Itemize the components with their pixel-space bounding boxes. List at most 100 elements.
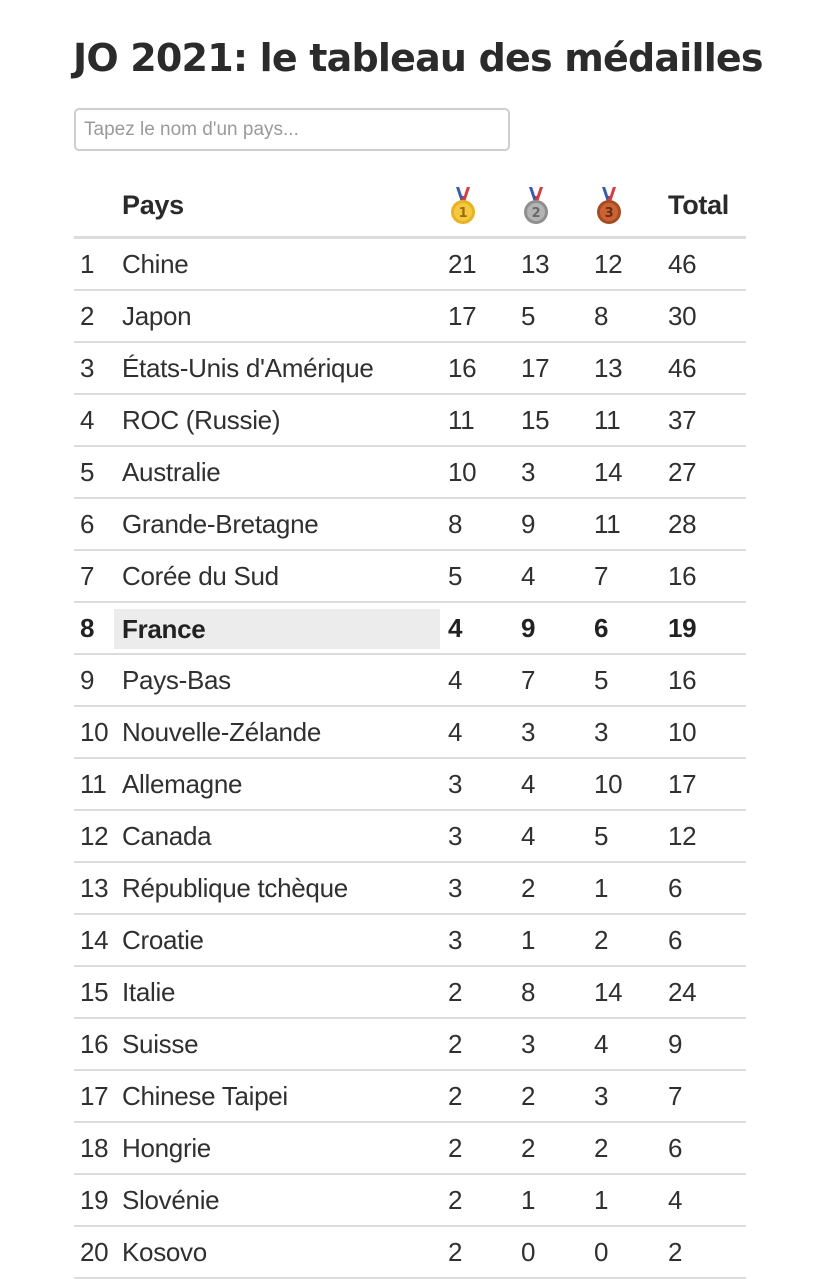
- country-cell: Corée du Sud: [122, 560, 279, 591]
- gold-count-cell: 4: [448, 612, 463, 643]
- country-cell: ROC (Russie): [122, 404, 281, 435]
- rank-cell: 19: [80, 1184, 109, 1215]
- silver-count-cell: 1: [521, 1184, 536, 1215]
- country-cell: République tchèque: [122, 872, 348, 903]
- rank-cell: 1: [80, 248, 95, 279]
- silver-count-cell: 2: [521, 1132, 536, 1163]
- bronze-count-cell: 11: [594, 508, 621, 539]
- gold-count-cell: 5: [448, 560, 463, 591]
- total-count-cell: 30: [668, 300, 697, 331]
- country-cell: Slovénie: [122, 1184, 220, 1215]
- bronze-count-cell: 3: [594, 1080, 609, 1111]
- rank-cell: 8: [80, 612, 95, 643]
- table-row[interactable]: 11 Allemagne 3 4 10 17: [74, 759, 746, 811]
- bronze-count-cell: 10: [594, 768, 623, 799]
- bronze-count-cell: 2: [594, 924, 609, 955]
- table-row[interactable]: 19 Slovénie 2 1 1 4: [74, 1175, 746, 1227]
- silver-count-cell: 13: [521, 248, 550, 279]
- table-row[interactable]: 13 République tchèque 3 2 1 6: [74, 863, 746, 915]
- table-row[interactable]: 1 Chine 21 13 12 46: [74, 239, 746, 291]
- table-row[interactable]: 15 Italie 2 8 14 24: [74, 967, 746, 1019]
- rank-cell: 14: [80, 924, 109, 955]
- bronze-count-cell: 13: [594, 352, 623, 383]
- total-count-cell: 4: [668, 1184, 683, 1215]
- table-row[interactable]: 17 Chinese Taipei 2 2 3 7: [74, 1071, 746, 1123]
- country-cell: Australie: [122, 456, 221, 487]
- country-cell: Suisse: [122, 1028, 199, 1059]
- total-count-cell: 27: [668, 456, 697, 487]
- gold-medal-icon[interactable]: 1: [448, 175, 508, 236]
- table-row[interactable]: 3 États-Unis d'Amérique 16 17 13 46: [74, 343, 746, 395]
- gold-count-cell: 10: [448, 456, 477, 487]
- table-row[interactable]: 10 Nouvelle-Zélande 4 3 3 10: [74, 707, 746, 759]
- gold-count-cell: 2: [448, 1184, 463, 1215]
- silver-medal-icon[interactable]: 2: [521, 175, 581, 236]
- header-country[interactable]: Pays: [122, 190, 184, 220]
- gold-count-cell: 11: [448, 404, 475, 435]
- table-row[interactable]: 12 Canada 3 4 5 12: [74, 811, 746, 863]
- total-count-cell: 6: [668, 872, 683, 903]
- gold-count-cell: 4: [448, 716, 463, 747]
- bronze-count-cell: 7: [594, 560, 609, 591]
- gold-count-cell: 17: [448, 300, 477, 331]
- total-count-cell: 17: [668, 768, 697, 799]
- silver-count-cell: 15: [521, 404, 550, 435]
- country-cell: Italie: [122, 976, 176, 1007]
- country-cell: Kosovo: [122, 1236, 207, 1267]
- table-header-row: Pays 1 2: [74, 175, 746, 239]
- silver-count-cell: 4: [521, 768, 536, 799]
- medal-table: Pays 1 2: [74, 175, 746, 1279]
- silver-count-cell: 2: [521, 1080, 536, 1111]
- silver-count-cell: 17: [521, 352, 550, 383]
- table-row[interactable]: 8 France 4 9 6 19: [74, 603, 746, 655]
- country-cell: Pays-Bas: [122, 664, 231, 695]
- page-title: JO 2021: le tableau des médailles: [73, 36, 764, 80]
- total-count-cell: 6: [668, 1132, 683, 1163]
- table-row[interactable]: 7 Corée du Sud 5 4 7 16: [74, 551, 746, 603]
- country-cell: Croatie: [122, 924, 204, 955]
- country-cell: Grande-Bretagne: [122, 508, 319, 539]
- rank-cell: 9: [80, 664, 95, 695]
- silver-medal-svg: 2: [524, 186, 548, 224]
- table-row[interactable]: 5 Australie 10 3 14 27: [74, 447, 746, 499]
- silver-count-cell: 0: [521, 1236, 536, 1267]
- silver-count-cell: 3: [521, 716, 536, 747]
- bronze-count-cell: 14: [594, 976, 623, 1007]
- table-row[interactable]: 6 Grande-Bretagne 8 9 11 28: [74, 499, 746, 551]
- rank-cell: 17: [80, 1080, 109, 1111]
- table-row[interactable]: 9 Pays-Bas 4 7 5 16: [74, 655, 746, 707]
- bronze-medal-icon[interactable]: 3: [594, 175, 654, 236]
- svg-text:1: 1: [459, 206, 468, 221]
- country-search-input[interactable]: [74, 108, 510, 151]
- bronze-count-cell: 4: [594, 1028, 609, 1059]
- rank-cell: 4: [80, 404, 95, 435]
- table-row[interactable]: 14 Croatie 3 1 2 6: [74, 915, 746, 967]
- silver-count-cell: 8: [521, 976, 536, 1007]
- table-row[interactable]: 2 Japon 17 5 8 30: [74, 291, 746, 343]
- silver-count-cell: 5: [521, 300, 536, 331]
- rank-cell: 11: [80, 768, 107, 799]
- bronze-count-cell: 14: [594, 456, 623, 487]
- table-row[interactable]: 4 ROC (Russie) 11 15 11 37: [74, 395, 746, 447]
- silver-count-cell: 7: [521, 664, 536, 695]
- table-row[interactable]: 16 Suisse 2 3 4 9: [74, 1019, 746, 1071]
- table-row[interactable]: 18 Hongrie 2 2 2 6: [74, 1123, 746, 1175]
- total-count-cell: 9: [668, 1028, 683, 1059]
- rank-cell: 10: [80, 716, 109, 747]
- country-cell: États-Unis d'Amérique: [122, 352, 374, 383]
- total-count-cell: 7: [668, 1080, 683, 1111]
- country-cell: Allemagne: [122, 768, 243, 799]
- bronze-count-cell: 3: [594, 716, 609, 747]
- bronze-count-cell: 12: [594, 248, 623, 279]
- bronze-count-cell: 5: [594, 820, 609, 851]
- total-count-cell: 46: [668, 248, 697, 279]
- rank-cell: 7: [80, 560, 95, 591]
- total-count-cell: 6: [668, 924, 683, 955]
- gold-count-cell: 2: [448, 976, 463, 1007]
- silver-count-cell: 3: [521, 1028, 536, 1059]
- header-total[interactable]: Total: [668, 190, 729, 220]
- table-row[interactable]: 20 Kosovo 2 0 0 2: [74, 1227, 746, 1279]
- gold-count-cell: 8: [448, 508, 463, 539]
- gold-count-cell: 2: [448, 1236, 463, 1267]
- country-cell: Canada: [122, 820, 212, 851]
